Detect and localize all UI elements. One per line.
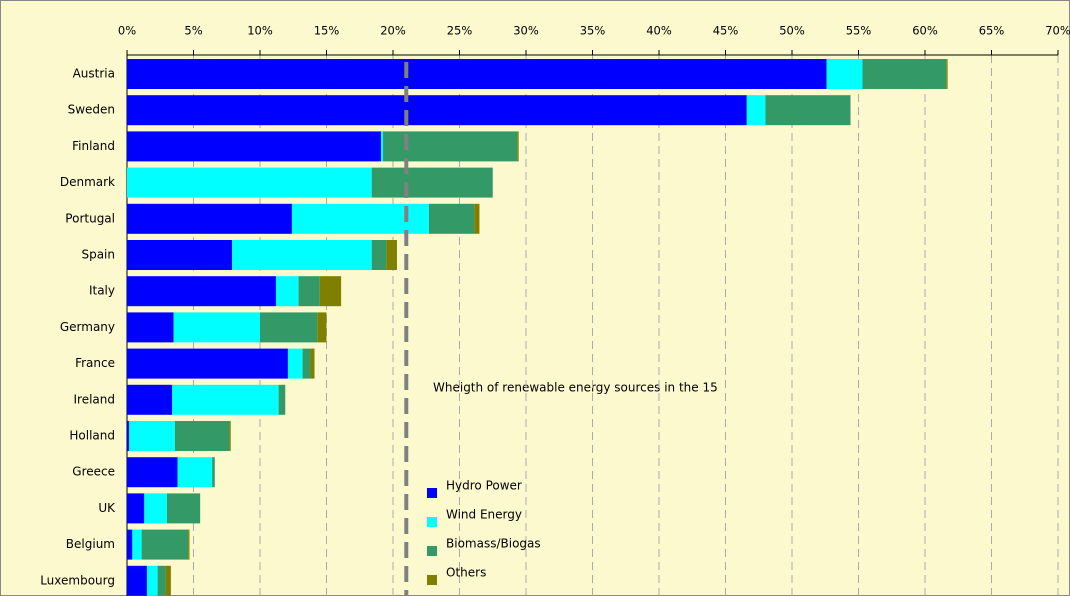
bar-segment [383, 131, 518, 162]
y-tick-label: Austria [73, 67, 115, 81]
x-tick-label: 25% [447, 24, 473, 38]
bar-segment [165, 565, 171, 596]
legend-label: Wind Energy [446, 508, 522, 522]
bar-segment [317, 312, 327, 343]
bar-segment [291, 203, 429, 234]
y-tick-label: Belgium [66, 537, 115, 551]
x-tick-label: 35% [580, 24, 606, 38]
y-tick-label: Greece [72, 465, 115, 479]
legend-swatch [427, 546, 437, 556]
bar-segment [127, 529, 133, 560]
x-tick-label: 70% [1045, 24, 1070, 38]
bar-segment [127, 457, 178, 488]
legend-swatch [427, 517, 437, 527]
x-tick-label: 60% [912, 24, 938, 38]
bar-segment [302, 348, 311, 379]
bar-segment [157, 565, 166, 596]
y-tick-label: Finland [72, 139, 115, 153]
bar-segment [310, 348, 315, 379]
bar-segment [127, 348, 288, 379]
bar-segment [174, 421, 230, 451]
bar-segment [386, 240, 397, 270]
bar-segment [746, 95, 766, 126]
bar-segment [260, 312, 318, 343]
bar-segment [127, 203, 292, 234]
x-tick-label: 0% [118, 24, 136, 38]
bar-segment [127, 59, 827, 89]
bar-segment [127, 131, 382, 162]
x-tick-label: 45% [713, 24, 739, 38]
bar-segment [474, 203, 480, 234]
bar-segment [381, 131, 384, 162]
bar-segment [278, 384, 286, 415]
x-tick-label: 40% [646, 24, 672, 38]
x-tick-label: 10% [247, 24, 273, 38]
y-tick-label: Italy [89, 284, 115, 298]
legend-swatch [427, 488, 437, 498]
bar-segment [127, 95, 747, 126]
legend-label: Hydro Power [446, 479, 522, 493]
bar-segment [172, 384, 279, 415]
bar-segment [428, 203, 475, 234]
y-tick-label: Sweden [68, 103, 115, 117]
bar-segment [826, 59, 863, 89]
bar-segment [177, 457, 213, 488]
bar-segment [188, 529, 190, 560]
bar-segment [287, 348, 303, 379]
bar-segment [127, 276, 276, 307]
bar-segment [146, 565, 158, 596]
bar-segment [166, 493, 201, 524]
bar-segment [127, 167, 372, 198]
x-tick-label: 30% [513, 24, 539, 38]
bar-segment [298, 276, 320, 307]
bar-segment [127, 384, 173, 415]
bar-segment [127, 493, 145, 524]
bar-segment [173, 312, 260, 343]
bar-segment [765, 95, 851, 126]
x-tick-label: 65% [979, 24, 1005, 38]
legend-label: Others [446, 566, 486, 580]
annotation: Wheigth of renewable energy sources in t… [433, 381, 718, 395]
bar-segment [144, 493, 167, 524]
bar-segment [232, 240, 372, 270]
y-tick-label: Denmark [60, 175, 115, 189]
bar-segment [128, 421, 175, 451]
bar-segment [127, 240, 233, 270]
bar-segment [127, 312, 174, 343]
y-tick-label: France [75, 356, 115, 370]
y-tick-label: UK [98, 501, 116, 515]
bar-segment [371, 167, 493, 198]
x-tick-label: 50% [779, 24, 805, 38]
y-tick-label: Germany [60, 320, 115, 334]
y-tick-label: Holland [69, 429, 115, 443]
bar-segment [275, 276, 299, 307]
legend-swatch [427, 575, 437, 585]
bar-segment [127, 421, 129, 451]
y-tick-label: Luxembourg [40, 573, 115, 587]
bar-segment [371, 240, 387, 270]
bar-segment [319, 276, 342, 307]
y-tick-label: Ireland [73, 392, 115, 406]
bar-segment [141, 529, 189, 560]
bar-segment [946, 59, 948, 89]
x-tick-label: 5% [184, 24, 202, 38]
y-tick-label: Portugal [65, 211, 115, 225]
bar-segment [127, 565, 147, 596]
legend-label: Biomass/Biogas [446, 537, 541, 551]
x-tick-label: 20% [380, 24, 406, 38]
x-tick-label: 15% [314, 24, 340, 38]
bar-segment [229, 421, 231, 451]
bar-segment [132, 529, 142, 560]
bar-segment [212, 457, 215, 488]
bar-segment [862, 59, 947, 89]
bar-segment [517, 131, 519, 162]
y-tick-label: Spain [81, 248, 115, 262]
x-tick-label: 55% [846, 24, 872, 38]
